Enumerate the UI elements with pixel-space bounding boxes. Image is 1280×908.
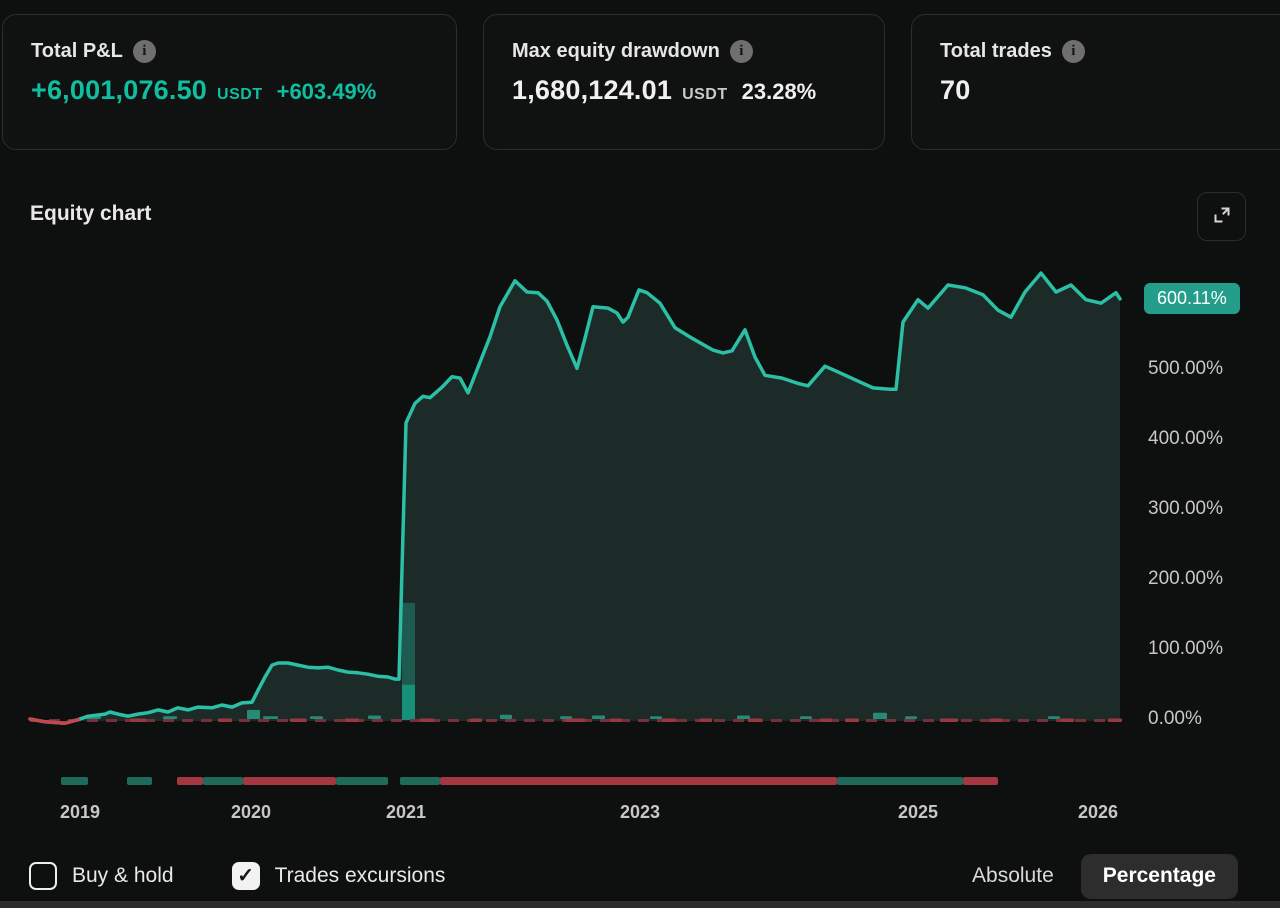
expand-icon	[1210, 203, 1234, 230]
trades-excursions-label[interactable]: Trades excursions	[274, 864, 446, 887]
trade-segment-win	[336, 777, 388, 785]
value-mode-toggle: Absolute Percentage	[972, 853, 1238, 899]
y-tick-label: 400.00%	[1148, 428, 1224, 449]
y-tick-label: 500.00%	[1148, 358, 1224, 379]
stat-value: 1,680,124.01	[512, 75, 673, 105]
trades-excursions-checkbox[interactable]: ✓	[231, 862, 260, 890]
trade-segment-loss	[440, 777, 837, 785]
current-value-badge: 600.11%	[1144, 283, 1240, 314]
stat-value: +6,001,076.50	[31, 75, 208, 105]
stat-card-total-trades: Total trades i 70	[911, 14, 1280, 150]
equity-area-fill	[30, 273, 1120, 724]
stat-label: Total trades	[940, 40, 1052, 62]
stat-secondary: 23.28%	[741, 79, 817, 104]
x-tick-label: 2021	[385, 802, 427, 822]
trade-segment-loss	[243, 777, 336, 785]
page-title: Equity chart	[30, 202, 152, 225]
chart-controls-bar: ✓ Buy & hold ✓ Trades excursions Absolut…	[29, 853, 1238, 899]
y-tick-label: 300.00%	[1148, 498, 1224, 519]
check-icon: ✓	[237, 865, 254, 887]
mode-percentage[interactable]: Percentage	[1080, 853, 1238, 899]
buy-hold-checkbox[interactable]: ✓	[29, 862, 57, 890]
stat-secondary: +603.49%	[276, 79, 377, 104]
info-icon[interactable]: i	[1061, 40, 1085, 63]
trades-excursions-control: ✓ Trades excursions	[231, 862, 446, 890]
x-tick-label: 2019	[59, 802, 101, 822]
x-tick-label: 2020	[230, 802, 272, 822]
info-icon[interactable]: i	[132, 40, 156, 63]
stat-currency: USDT	[217, 86, 263, 103]
mode-absolute[interactable]: Absolute	[972, 864, 1054, 887]
trade-segment-win	[127, 777, 152, 785]
trade-segment-win	[203, 777, 243, 785]
x-tick-label: 2023	[619, 802, 661, 822]
x-tick-label: 2025	[897, 802, 939, 822]
stat-value: 70	[940, 75, 971, 105]
buy-hold-label[interactable]: Buy & hold	[72, 864, 174, 887]
y-tick-label: 100.00%	[1148, 638, 1224, 659]
equity-line-negative	[28, 717, 80, 725]
bottom-divider	[0, 901, 1280, 908]
stat-card-total-pnl: Total P&L i +6,001,076.50 USDT +603.49%	[2, 14, 457, 150]
trade-segment-win	[61, 777, 88, 785]
stat-label: Max equity drawdown	[512, 40, 720, 62]
stat-label: Total P&L	[31, 40, 123, 62]
x-tick-label: 2026	[1077, 802, 1119, 822]
expand-chart-button[interactable]	[1197, 192, 1246, 241]
equity-line	[28, 271, 1122, 725]
y-tick-label: 0.00%	[1148, 708, 1202, 729]
trade-segment-loss	[177, 777, 203, 785]
stats-row: Total P&L i +6,001,076.50 USDT +603.49% …	[2, 14, 1280, 150]
stat-currency: USDT	[682, 86, 728, 103]
trade-segment-loss	[963, 777, 998, 785]
trade-segment-win	[400, 777, 440, 785]
stat-card-max-drawdown: Max equity drawdown i 1,680,124.01 USDT …	[483, 14, 885, 150]
buy-hold-control: ✓ Buy & hold	[29, 862, 174, 890]
trade-segment-win	[837, 777, 963, 785]
info-icon[interactable]: i	[729, 40, 753, 63]
y-tick-label: 200.00%	[1148, 568, 1224, 589]
